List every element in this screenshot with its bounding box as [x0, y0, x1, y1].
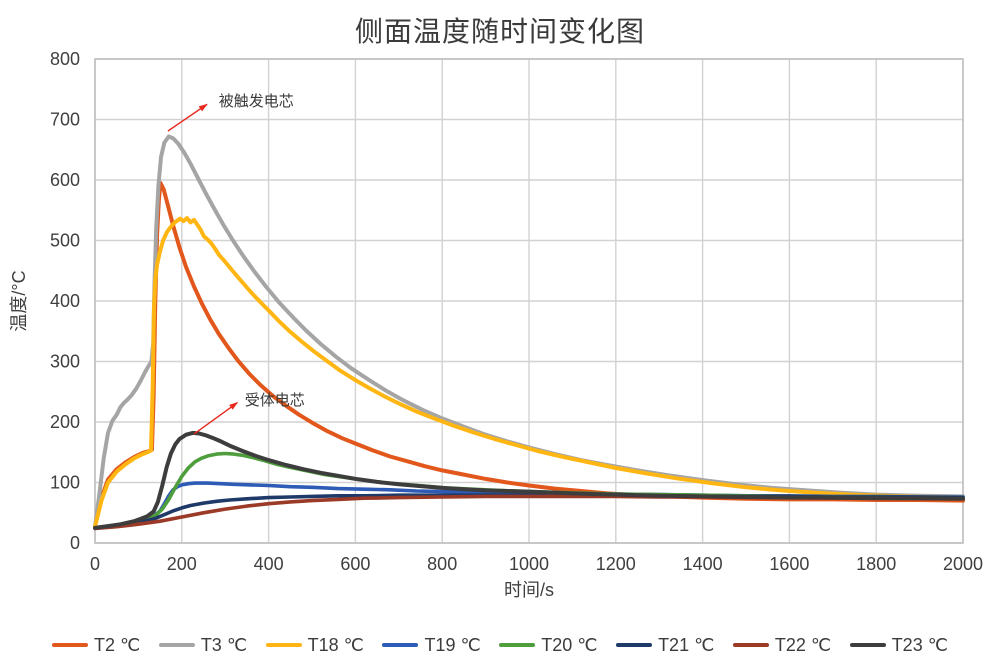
- annotation-label-1: 受体电芯: [245, 392, 305, 409]
- plot-border: [94, 58, 964, 544]
- legend-label-T21: T21 ℃: [658, 634, 715, 655]
- series-T23: [93, 430, 965, 530]
- y-tick-label: 0: [70, 533, 80, 553]
- legend-swatch-T21: [616, 643, 653, 647]
- legend-label-T20: T20 ℃: [541, 634, 598, 655]
- legend-swatch-T2: [52, 643, 88, 647]
- legend-swatch-T18: [265, 643, 302, 647]
- x-tick-label: 1600: [769, 554, 809, 574]
- x-tick-label: 1400: [683, 554, 723, 574]
- legend-item-T3: T3 ℃: [158, 634, 248, 656]
- legend-swatch-T22: [732, 643, 769, 647]
- y-tick-label: 700: [50, 110, 80, 130]
- legend-label-T3: T3 ℃: [200, 634, 248, 655]
- y-tick-label: 400: [50, 291, 80, 311]
- y-tick-label: 800: [50, 49, 80, 69]
- x-tick-label: 1800: [856, 554, 896, 574]
- legend-label-T18: T18 ℃: [307, 634, 364, 655]
- legend-item-T19: T19 ℃: [382, 634, 481, 656]
- chart-canvas: 0 100 200 300 400 500 600 700 800 0 200 400 600 800 10…: [9, 49, 983, 600]
- x-tick-label: 1000: [509, 554, 549, 574]
- y-tick-label: 200: [50, 412, 80, 432]
- legend-swatch-T20: [499, 643, 536, 647]
- legend-item-T2: T2 ℃: [52, 635, 140, 656]
- legend-label-T19: T19 ℃: [424, 634, 481, 655]
- x-tick-label: 2000: [943, 554, 983, 574]
- legend-label-T23: T23 ℃: [891, 634, 948, 655]
- legend-item-T18: T18 ℃: [265, 634, 364, 656]
- legend-swatch-T3: [158, 643, 195, 647]
- legend-swatch-T23: [849, 643, 886, 647]
- chart-title: 侧面温度随时间变化图: [354, 16, 645, 47]
- legend-label-T22: T22 ℃: [774, 634, 832, 655]
- y-axis-title: 温度/°C: [9, 270, 29, 331]
- legend: T2 ℃ T3 ℃ T18 ℃ T19 ℃ T20 ℃ T21 ℃ T22 ℃ T23 ℃: [0, 628, 1000, 662]
- series-T18: [93, 216, 965, 529]
- y-tick-label: 600: [50, 170, 80, 190]
- legend-swatch-T19: [382, 643, 419, 647]
- y-tick-label: 300: [50, 352, 80, 372]
- legend-item-T23: T23 ℃: [849, 634, 948, 656]
- legend-item-T22: T22 ℃: [732, 634, 832, 656]
- legend-label-T2: T2 ℃: [94, 634, 141, 655]
- x-tick-label: 1200: [596, 554, 636, 574]
- x-tick-label: 0: [90, 554, 100, 574]
- annotation-label-0: 被触发电芯: [219, 93, 294, 110]
- x-tick-label: 400: [254, 554, 284, 574]
- legend-item-T21: T21 ℃: [616, 635, 714, 656]
- annotation-arrow-0: [167, 103, 208, 132]
- x-tick-label: 600: [340, 554, 370, 574]
- annotation-arrow-1: [193, 402, 239, 435]
- x-tick-label: 200: [167, 554, 197, 574]
- legend-item-T20: T20 ℃: [499, 635, 597, 656]
- x-tick-label: 800: [427, 554, 457, 574]
- y-tick-label: 100: [50, 473, 80, 493]
- x-axis-title: 时间/s: [504, 580, 554, 600]
- y-tick-label: 500: [50, 231, 80, 251]
